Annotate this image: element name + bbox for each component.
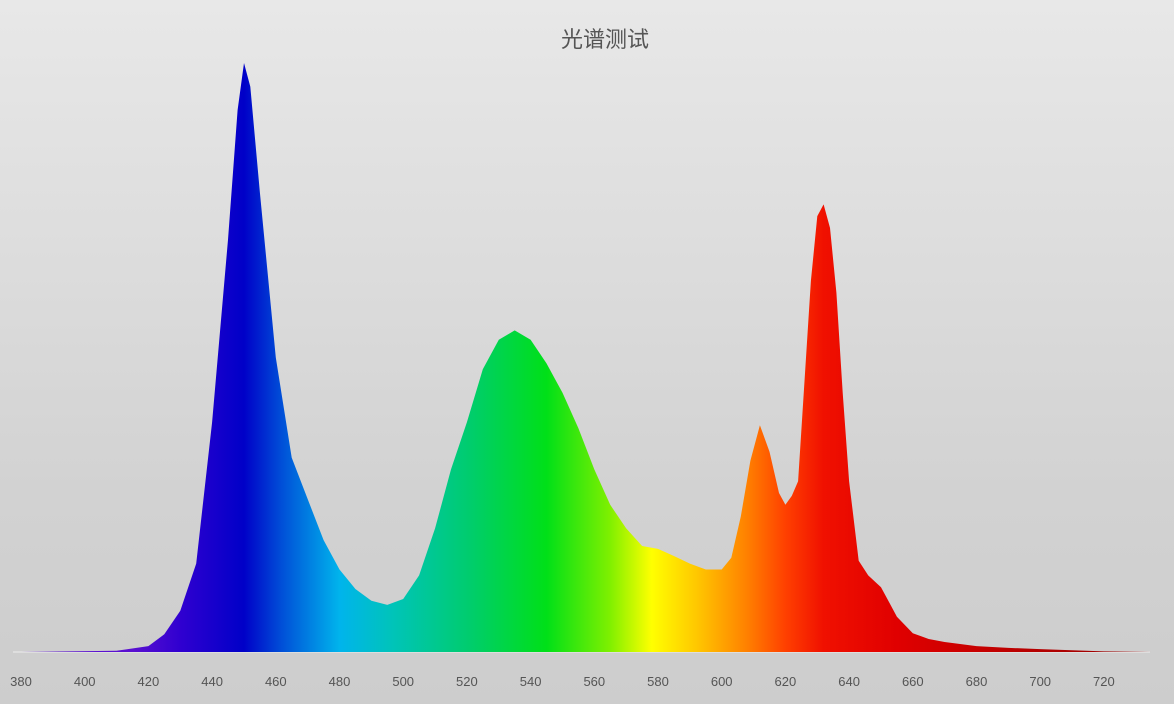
x-tick-label: 660 [902, 674, 924, 689]
x-tick-label: 600 [711, 674, 733, 689]
spectrum-area [21, 63, 1152, 652]
x-tick-label: 500 [392, 674, 414, 689]
x-tick-label: 560 [583, 674, 605, 689]
x-tick-label: 460 [265, 674, 287, 689]
x-tick-label: 720 [1093, 674, 1115, 689]
x-tick-label: 620 [775, 674, 797, 689]
x-tick-label: 380 [10, 674, 32, 689]
x-tick-label: 400 [74, 674, 96, 689]
x-tick-label: 580 [647, 674, 669, 689]
x-tick-label: 520 [456, 674, 478, 689]
chart-title: 光谱测试 [560, 28, 649, 53]
x-tick-label: 700 [1029, 674, 1051, 689]
x-tick-label: 420 [138, 674, 160, 689]
x-tick-label: 640 [838, 674, 860, 689]
x-tick-label: 440 [201, 674, 223, 689]
x-tick-label: 540 [520, 674, 542, 689]
x-tick-label: 680 [966, 674, 988, 689]
x-tick-label: 480 [329, 674, 351, 689]
